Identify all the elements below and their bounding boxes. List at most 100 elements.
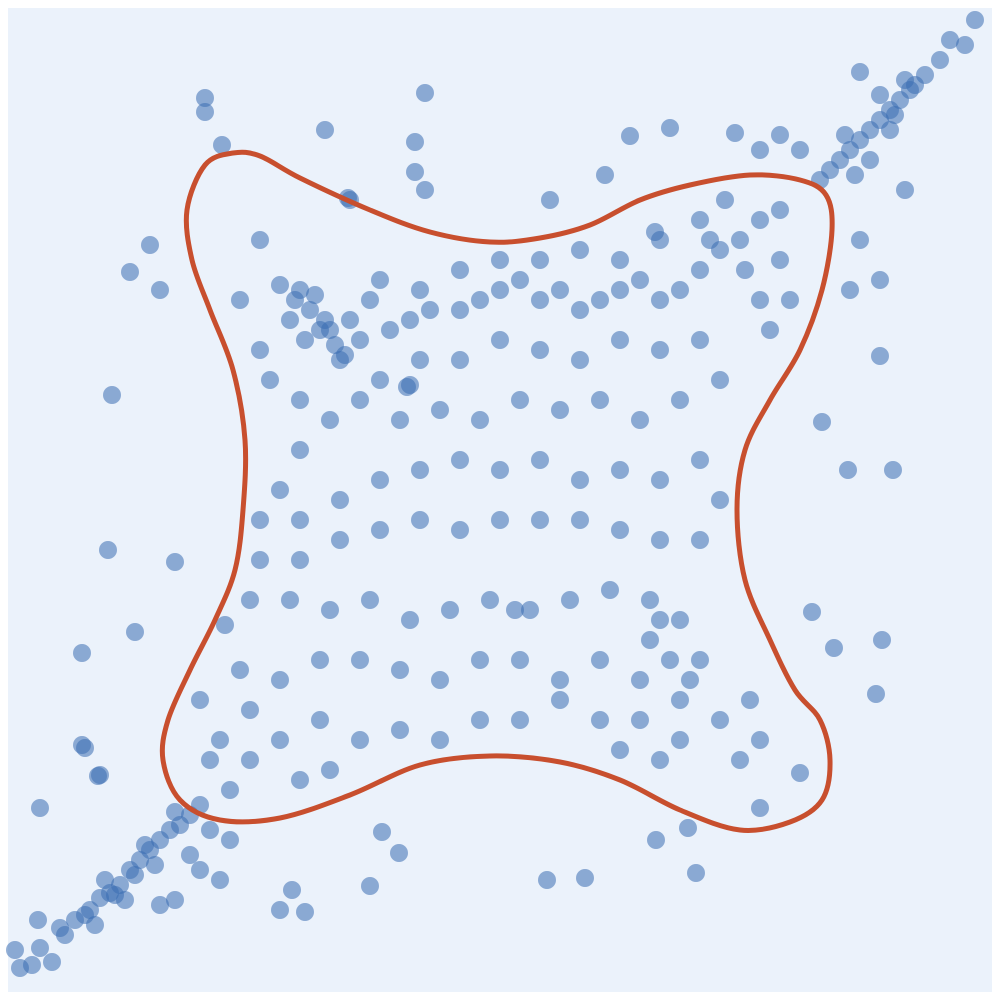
scatter-point [6, 941, 24, 959]
scatter-point [884, 461, 902, 479]
scatter-point [611, 281, 629, 299]
scatter-point [141, 236, 159, 254]
scatter-point [321, 321, 339, 339]
scatter-point [406, 133, 424, 151]
scatter-point [151, 896, 169, 914]
scatter-point [571, 301, 589, 319]
scatter-point [511, 271, 529, 289]
scatter-point [351, 651, 369, 669]
scatter-point [401, 611, 419, 629]
scatter-point [166, 891, 184, 909]
scatter-point [51, 919, 69, 937]
scatter-point [166, 553, 184, 571]
scatter-point [751, 291, 769, 309]
scatter-point [351, 731, 369, 749]
scatter-point [301, 301, 319, 319]
scatter-point [896, 181, 914, 199]
scatter-point [196, 89, 214, 107]
scatter-point [646, 223, 664, 241]
scatter-point [531, 511, 549, 529]
scatter-point [611, 251, 629, 269]
scatter-point [96, 871, 114, 889]
scatter-point [211, 871, 229, 889]
scatter-point [839, 461, 857, 479]
scatter-point [241, 701, 259, 719]
scatter-point [196, 103, 214, 121]
scatter-point [741, 691, 759, 709]
scatter-point [825, 639, 843, 657]
scatter-point [647, 831, 665, 849]
scatter-point [89, 767, 107, 785]
scatter-point [231, 661, 249, 679]
scatter-point [561, 591, 579, 609]
scatter-point [391, 661, 409, 679]
scatter-point [441, 601, 459, 619]
scatter-point [381, 321, 399, 339]
scatter-point [73, 644, 91, 662]
scatter-point [611, 741, 629, 759]
scatter-point [531, 451, 549, 469]
scatter-point [271, 276, 289, 294]
scatter-point [791, 141, 809, 159]
scatter-point [641, 631, 659, 649]
scatter-point [481, 591, 499, 609]
scatter-point [521, 601, 539, 619]
scatter-point [451, 521, 469, 539]
scatter-point [651, 751, 669, 769]
scatter-point [956, 36, 974, 54]
scatter-point [751, 799, 769, 817]
scatter-point [351, 331, 369, 349]
scatter-point [411, 281, 429, 299]
scatter-point [296, 331, 314, 349]
scatter-point [411, 511, 429, 529]
scatter-point [411, 351, 429, 369]
scatter-point [661, 119, 679, 137]
scatter-point [571, 471, 589, 489]
scatter-point [103, 386, 121, 404]
scatter-point [201, 751, 219, 769]
scatter-point [116, 891, 134, 909]
scatter-point [531, 291, 549, 309]
scatter-point [726, 124, 744, 142]
scatter-point [511, 711, 529, 729]
scatter-point [431, 401, 449, 419]
scatter-point [251, 511, 269, 529]
scatter-point [576, 869, 594, 887]
scatter-point [631, 711, 649, 729]
scatter-point [491, 331, 509, 349]
scatter-point [551, 691, 569, 709]
scatter-point [571, 511, 589, 529]
scatter-point [31, 799, 49, 817]
scatter-point [361, 291, 379, 309]
scatter-point [551, 281, 569, 299]
scatter-point [813, 413, 831, 431]
scatter-point [631, 411, 649, 429]
scatter-point [341, 311, 359, 329]
scatter-point [966, 11, 984, 29]
scatter-point [31, 939, 49, 957]
scatter-point [271, 731, 289, 749]
scatter-point [511, 391, 529, 409]
scatter-point [611, 521, 629, 539]
scatter-point [716, 191, 734, 209]
scatter-point [321, 761, 339, 779]
scatter-point [871, 271, 889, 289]
scatter-point [671, 731, 689, 749]
scatter-point [531, 341, 549, 359]
scatter-point [591, 711, 609, 729]
scatter-point [681, 671, 699, 689]
scatter-point [551, 671, 569, 689]
scatter-point [541, 191, 559, 209]
scatter-point [451, 351, 469, 369]
scatter-point [431, 731, 449, 749]
scatter-point [306, 286, 324, 304]
scatter-point [211, 731, 229, 749]
scatter-point [291, 551, 309, 569]
scatter-point [311, 711, 329, 729]
scatter-point [241, 591, 259, 609]
scatter-point [451, 301, 469, 319]
scatter-point [471, 711, 489, 729]
scatter-point [679, 819, 697, 837]
scatter-point [431, 671, 449, 689]
